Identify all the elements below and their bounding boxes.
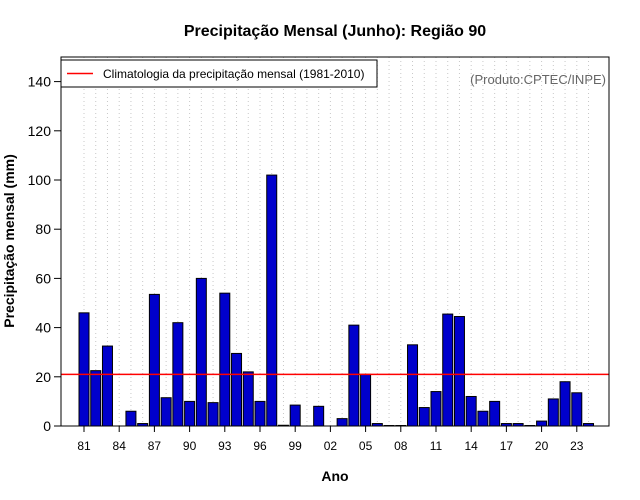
legend-box: [60, 59, 378, 88]
chart-title: Precipitação Mensal (Junho): Região 90: [184, 23, 486, 40]
bar-82: [90, 370, 102, 427]
bar-99: [289, 404, 301, 427]
x-tick-label: 11: [430, 439, 443, 453]
x-tick-label: 17: [500, 439, 514, 453]
y-axis: 0 20 40 60 80 100 120 140: [28, 74, 61, 434]
y-tick-label: 60: [35, 270, 51, 286]
legend: Climatologia da precipitação mensal (198…: [60, 59, 378, 88]
x-tick-label: 90: [183, 439, 197, 453]
x-tick-label: 93: [218, 439, 232, 453]
bar-93: [219, 292, 231, 427]
credit-text: (Produto:CPTEC/INPE): [470, 72, 606, 87]
bar-91: [195, 277, 207, 427]
bar-05: [360, 373, 372, 427]
x-tick-label: 20: [535, 439, 549, 453]
bar-10: [418, 407, 430, 427]
y-tick-label: 120: [28, 123, 52, 139]
bar-09: [407, 344, 419, 427]
bar-88: [160, 397, 172, 427]
x-tick-label: 99: [289, 439, 303, 453]
bar-03: [336, 418, 348, 427]
legend-label: Climatologia da precipitação mensal (198…: [103, 67, 364, 81]
x-tick-label: 02: [324, 439, 338, 453]
y-tick-label: 140: [28, 74, 52, 90]
bar-21: [547, 398, 559, 427]
bars-group: [78, 174, 595, 427]
bar-04: [348, 324, 360, 427]
bar-87: [148, 293, 160, 427]
x-tick-label: 05: [359, 439, 373, 453]
x-tick-label: 96: [253, 439, 267, 453]
bar-16: [489, 400, 501, 427]
bar-13: [453, 316, 465, 427]
y-tick-label: 40: [35, 320, 51, 336]
x-tick-label: 14: [465, 439, 479, 453]
plot-frame: [60, 56, 610, 427]
x-tick-label: 08: [394, 439, 408, 453]
bar-85: [125, 410, 137, 427]
bar-83: [101, 345, 113, 427]
x-tick-label: 23: [570, 439, 584, 453]
x-tick-label: 81: [77, 439, 91, 453]
bar-96: [254, 400, 266, 427]
y-tick-label: 80: [35, 221, 51, 237]
bar-90: [184, 400, 196, 427]
bar-20: [536, 420, 548, 427]
x-tick-label: 84: [113, 439, 127, 453]
bar-12: [442, 313, 454, 427]
bar-97: [266, 174, 278, 427]
x-axis: 81 84 87 90 93 96 99 02 05 08 11 14 17 20 23: [77, 426, 584, 453]
y-tick-label: 100: [28, 172, 52, 188]
y-tick-label: 0: [43, 418, 51, 434]
bar-15: [477, 410, 489, 427]
y-axis-label: Precipitação mensal (mm): [1, 154, 17, 328]
bar-14: [465, 395, 477, 427]
bar-01: [313, 405, 325, 427]
bar-92: [207, 402, 219, 427]
bar-81: [78, 312, 90, 427]
x-axis-label: Ano: [321, 468, 348, 484]
bar-23: [571, 392, 583, 427]
bar-11: [430, 391, 442, 427]
bar-94: [231, 352, 243, 427]
y-tick-label: 20: [35, 369, 51, 385]
x-tick-label: 87: [148, 439, 162, 453]
bar-95: [242, 371, 254, 427]
bar-22: [559, 381, 571, 427]
